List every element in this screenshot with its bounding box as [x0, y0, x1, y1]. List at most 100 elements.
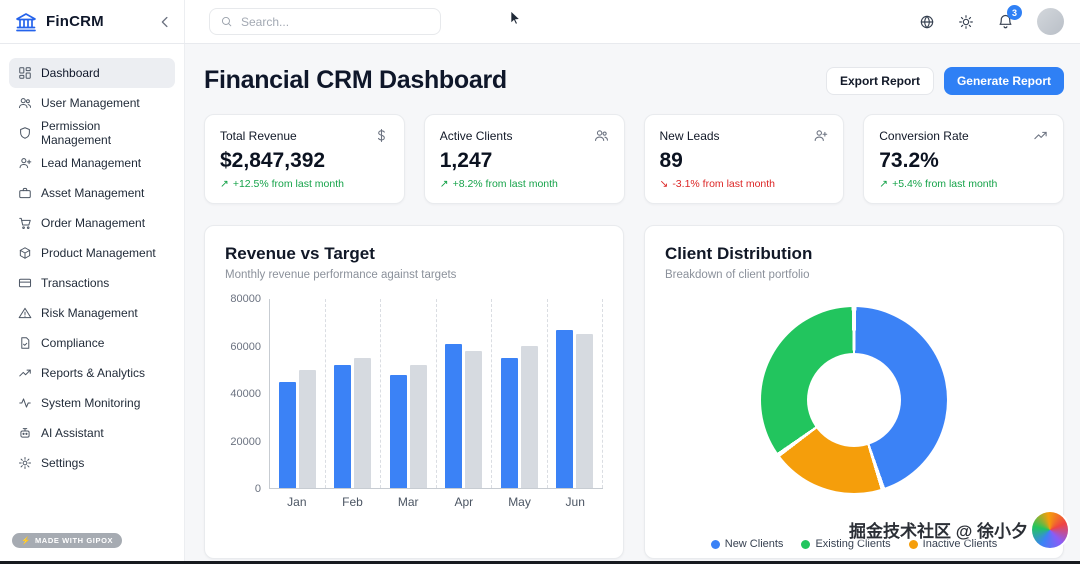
brand-area: FinCRM: [0, 0, 185, 43]
legend-label: Inactive Clients: [922, 538, 998, 550]
activity-icon: [18, 396, 32, 410]
x-tick: Jan: [287, 495, 307, 509]
x-tick: Mar: [397, 495, 419, 509]
theme-toggle-button[interactable]: [958, 14, 974, 30]
search-icon: [220, 15, 233, 28]
plot-area: [269, 299, 603, 489]
sidebar-item-compliance[interactable]: Compliance: [9, 328, 175, 358]
legend-label: New Clients: [724, 538, 784, 550]
stat-delta: ↘ -3.1% from last month: [659, 178, 776, 190]
chart-subtitle: Monthly revenue performance against targ…: [225, 269, 457, 281]
sidebar-item-risk-management[interactable]: Risk Management: [9, 298, 175, 328]
bar-revenue-jun[interactable]: [556, 329, 574, 488]
donut-chart[interactable]: [761, 307, 947, 493]
bot-icon: [18, 426, 32, 440]
stat-value: 1,247: [439, 149, 493, 172]
notifications-button[interactable]: [997, 13, 1014, 30]
bar-target-may[interactable]: [520, 346, 538, 488]
stat-value: 89: [659, 149, 683, 172]
watermark-logo-icon: [1032, 512, 1068, 548]
bar-group-may[interactable]: [492, 299, 548, 488]
user-avatar[interactable]: [1037, 8, 1064, 35]
sidebar-item-asset-management[interactable]: Asset Management: [9, 178, 175, 208]
stat-card-total-revenue: Total Revenue $2,847,392 ↗ +12.5% from l…: [204, 114, 405, 204]
bar-target-jan[interactable]: [298, 369, 316, 488]
legend-item-existing-clients[interactable]: Existing Clients: [801, 538, 891, 550]
bar-revenue-apr[interactable]: [445, 343, 463, 488]
stat-value: 73.2%: [879, 149, 939, 172]
users-icon: [594, 128, 609, 143]
charts-row: Revenue vs Target Monthly revenue perfor…: [204, 225, 1064, 559]
screen-bottom-edge: [0, 561, 1080, 564]
stat-label: Conversion Rate: [879, 128, 969, 143]
sidebar-item-permission-management[interactable]: Permission Management: [9, 118, 175, 148]
bar-group-apr[interactable]: [437, 299, 492, 488]
bar-target-feb[interactable]: [354, 358, 372, 488]
bar-revenue-mar[interactable]: [389, 374, 407, 488]
bar-chart: 80000 60000 40000 20000 0 Jan Feb Mar Apr May Jun: [225, 294, 603, 515]
language-globe-button[interactable]: [919, 14, 935, 30]
user-plus-icon: [813, 128, 828, 143]
trend-arrow-icon: ↗: [439, 178, 449, 190]
stat-card-active-clients: Active Clients 1,247 ↗ +8.2% from last m…: [423, 114, 625, 204]
chart-subtitle: Breakdown of client portfolio: [665, 269, 810, 281]
bar-target-mar[interactable]: [409, 365, 427, 488]
sidebar: Dashboard User Management Permission Man…: [0, 44, 185, 564]
legend-item-new-clients[interactable]: New Clients: [710, 538, 784, 550]
search-box[interactable]: [209, 8, 441, 35]
x-tick: May: [508, 495, 531, 509]
sidebar-item-order-management[interactable]: Order Management: [9, 208, 175, 238]
x-tick: Feb: [342, 495, 363, 509]
x-tick: Jun: [565, 495, 585, 509]
page-header: Financial CRM Dashboard Export Report Ge…: [204, 66, 1064, 95]
sidebar-item-lead-management[interactable]: Lead Management: [9, 148, 175, 178]
legend-item-inactive-clients[interactable]: Inactive Clients: [908, 538, 998, 550]
topbar-actions: 3: [919, 5, 1080, 35]
bar-target-jun[interactable]: [576, 334, 594, 488]
bar-revenue-jan[interactable]: [278, 381, 296, 488]
topbar: FinCRM: [0, 0, 1080, 44]
sidebar-item-reports-analytics[interactable]: Reports & Analytics: [9, 358, 175, 388]
stat-value: $2,847,392: [220, 149, 326, 172]
stat-delta: ↗ +5.4% from last month: [879, 178, 998, 190]
bar-group-mar[interactable]: [381, 299, 437, 488]
user-plus-icon: [18, 156, 32, 170]
bar-target-apr[interactable]: [465, 350, 483, 488]
donut-legend: New Clients Existing Clients Inactive Clie…: [645, 538, 1063, 550]
notifications: 3: [997, 5, 1022, 30]
bar-group-jan[interactable]: [270, 299, 326, 488]
donut-chart-wrap: [665, 307, 1043, 493]
sidebar-item-user-management[interactable]: User Management: [9, 88, 175, 118]
sidebar-item-product-management[interactable]: Product Management: [9, 238, 175, 268]
chart-title: Client Distribution: [665, 244, 813, 263]
sidebar-collapse-button[interactable]: [156, 13, 174, 31]
file-check-icon: [18, 336, 32, 350]
bar-group-jun[interactable]: [548, 299, 603, 488]
generate-report-button[interactable]: Generate Report: [943, 66, 1064, 95]
export-report-button[interactable]: Export Report: [825, 66, 934, 95]
trending-up-icon: [1033, 128, 1048, 143]
bar-revenue-may[interactable]: [500, 358, 518, 488]
stat-card-new-leads: New Leads 89 ↘ -3.1% from last month: [643, 114, 845, 204]
dashboard-icon: [18, 66, 32, 80]
box-icon: [18, 246, 32, 260]
bar-chart-body: Jan Feb Mar Apr May Jun: [269, 299, 603, 515]
sidebar-item-dashboard[interactable]: Dashboard: [9, 58, 175, 88]
sidebar-item-ai-assistant[interactable]: AI Assistant: [9, 418, 175, 448]
x-axis: Jan Feb Mar Apr May Jun: [269, 489, 603, 515]
briefcase-icon: [18, 186, 32, 200]
revenue-vs-target-card: Revenue vs Target Monthly revenue perfor…: [204, 225, 624, 559]
search-input[interactable]: [241, 14, 430, 29]
bar-revenue-feb[interactable]: [334, 365, 352, 488]
sidebar-item-transactions[interactable]: Transactions: [9, 268, 175, 298]
shield-icon: [18, 126, 32, 140]
legend-dot-icon: [710, 539, 720, 549]
sidebar-item-settings[interactable]: Settings: [9, 448, 175, 478]
watermark-text: 掘金技术社区 @ 徐小夕: [848, 522, 1028, 541]
trend-arrow-icon: ↗: [220, 178, 229, 190]
sidebar-item-system-monitoring[interactable]: System Monitoring: [9, 388, 175, 418]
stat-label: New Leads: [659, 128, 720, 143]
bar-group-feb[interactable]: [326, 299, 381, 488]
stats-row: Total Revenue $2,847,392 ↗ +12.5% from l…: [204, 114, 1064, 204]
